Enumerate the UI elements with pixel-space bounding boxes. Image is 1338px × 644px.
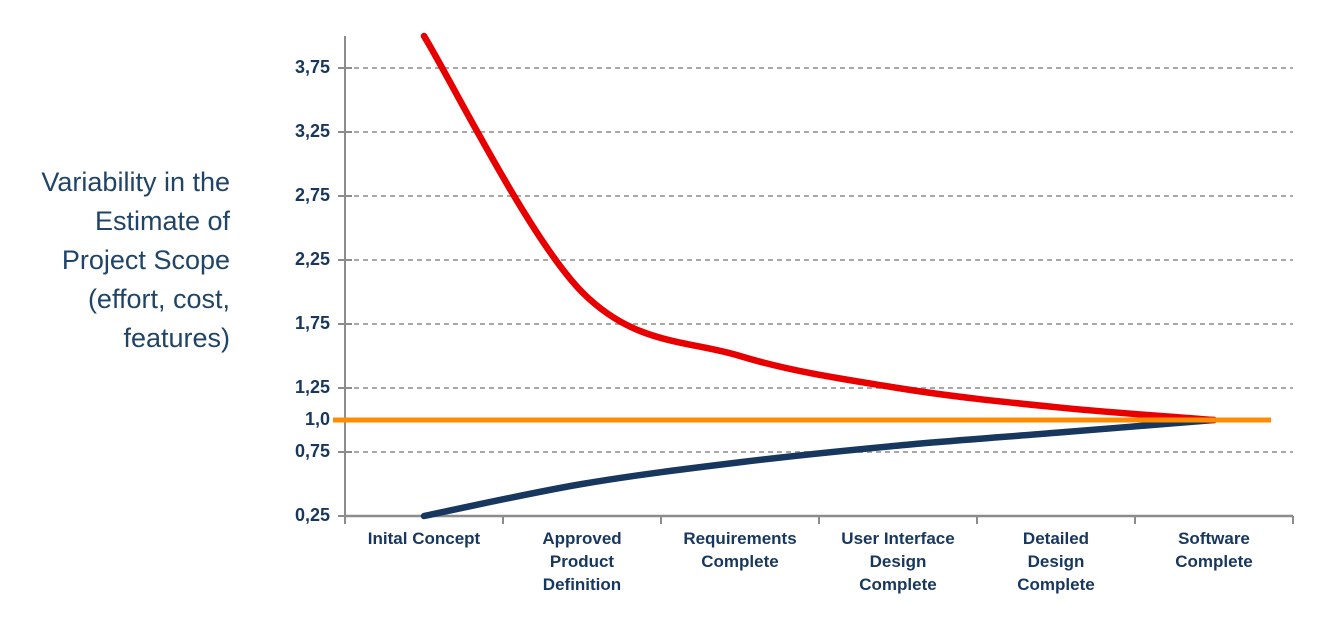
x-category-label: Software Complete [1175,529,1253,571]
series-upper-estimate-line [420,32,1218,424]
y-tick-label: 2,75 [294,185,330,205]
y-tick-label: 3,75 [294,57,330,77]
y-axis-title: Variability in the Estimate of Project S… [41,167,230,353]
x-category-label: User Interface Design Complete [841,529,955,594]
y-tick-label: 3,25 [294,121,330,141]
series-lower-estimate-line [420,416,1218,520]
y-tick-label: 1,25 [294,377,330,397]
y-tick-label: 1,75 [294,313,330,333]
y-tick-label: 0,75 [294,441,330,461]
x-category-label: Requirements Complete [683,529,797,571]
x-category-label: Inital Concept [367,529,481,548]
y-tick-label: 2,25 [294,249,330,269]
x-category-label: Approved Product Definition [542,529,622,594]
y-tick-label: 0,25 [294,505,330,525]
x-category-label: Detailed Design Complete [1017,529,1095,594]
y-tick-label-baseline: 1,0 [304,409,330,429]
